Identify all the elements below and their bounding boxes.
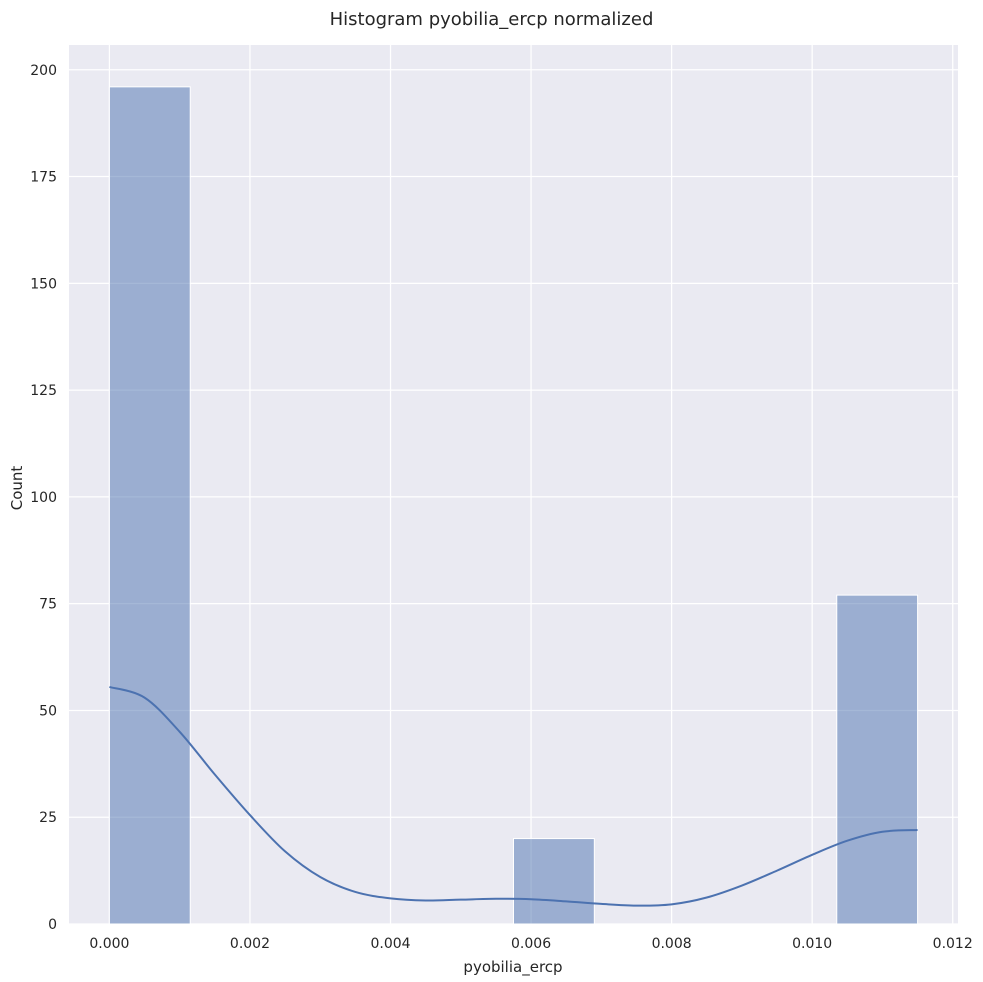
x-tick-label: 0.004 (370, 936, 410, 952)
y-tick-label: 50 (39, 703, 57, 719)
x-axis-ticks: 0.000 0.002 0.004 0.006 0.008 0.010 0.012 (89, 936, 972, 952)
y-tick-label: 100 (30, 490, 57, 506)
histogram-bar (513, 838, 595, 925)
histogram-bar (108, 86, 191, 925)
y-tick-label: 75 (39, 597, 57, 613)
y-tick-label: 0 (48, 917, 57, 933)
x-tick-label: 0.006 (511, 936, 551, 952)
histogram-bar (836, 594, 919, 925)
x-tick-label: 0.000 (89, 936, 129, 952)
x-tick-label: 0.012 (933, 936, 973, 952)
y-tick-label: 25 (39, 810, 57, 826)
kde-curve-layer (109, 685, 918, 907)
chart-title: Histogram pyobilia_ercp normalized (330, 9, 654, 30)
y-tick-label: 125 (30, 383, 57, 399)
x-tick-label: 0.010 (792, 936, 832, 952)
kde-curve (109, 685, 918, 907)
y-tick-label: 200 (30, 63, 57, 79)
x-tick-label: 0.008 (652, 936, 692, 952)
y-axis-ticks: 0 25 50 75 100 125 150 175 200 (30, 63, 57, 933)
y-tick-label: 175 (30, 170, 57, 186)
y-axis-label: Count (8, 466, 26, 511)
x-axis-label: pyobilia_ercp (463, 958, 562, 977)
grid-lines (69, 45, 958, 925)
x-tick-label: 0.002 (230, 936, 270, 952)
y-tick-label: 150 (30, 276, 57, 292)
histogram-bars (108, 86, 919, 925)
